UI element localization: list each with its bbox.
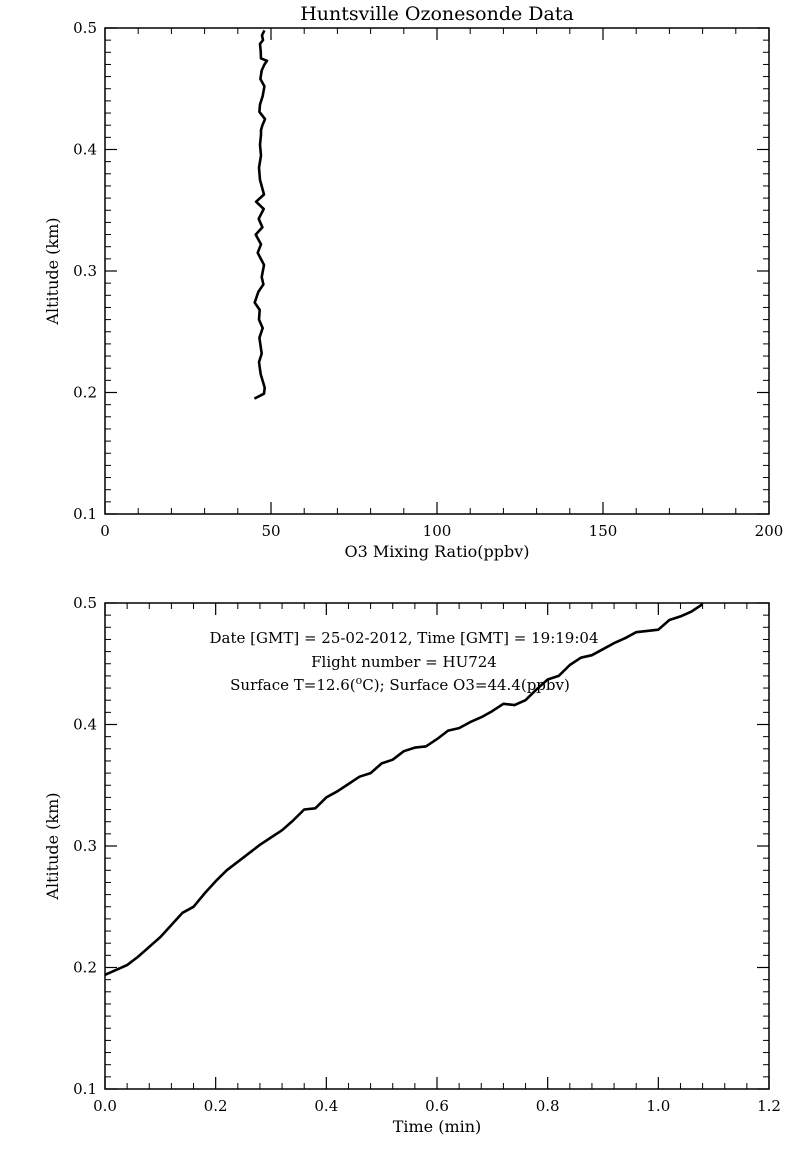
axis-ticks [104, 27, 770, 515]
y-tick-label: 0.3 [73, 837, 97, 855]
y-tick-label: 0.2 [73, 959, 97, 977]
ascent-time-line [104, 603, 704, 976]
y-tick-label: 0.1 [73, 1080, 97, 1098]
x-tick-label: 0.8 [536, 1097, 560, 1115]
x-axis-label: Time (min) [393, 1117, 482, 1136]
x-tick-labels: 0.0 0.2 0.4 0.6 0.8 1.0 1.2 [93, 1097, 781, 1115]
x-tick-label: 0.4 [314, 1097, 338, 1115]
y-tick-label: 0.5 [73, 19, 97, 37]
plot-frame [104, 27, 770, 515]
x-tick-label: 200 [755, 522, 784, 540]
y-tick-label: 0.3 [73, 262, 97, 280]
y-tick-label: 0.5 [73, 594, 97, 612]
x-tick-label: 100 [423, 522, 452, 540]
axis-ticks [104, 602, 770, 1090]
ozone-profile-chart: Huntsville Ozonesonde Data 0 50 100 150 200 … [43, 3, 783, 561]
x-tick-label: 0.6 [425, 1097, 449, 1115]
y-axis-label: Altitude (km) [43, 217, 62, 325]
x-tick-label: 150 [589, 522, 618, 540]
x-tick-label: 50 [261, 522, 280, 540]
x-tick-label: 1.0 [646, 1097, 670, 1115]
x-tick-label: 0.0 [93, 1097, 117, 1115]
y-tick-label: 0.4 [73, 141, 97, 159]
ozone-profile-line [253, 29, 269, 400]
y-tick-label: 0.4 [73, 716, 97, 734]
x-tick-labels: 0 50 100 150 200 [100, 522, 783, 540]
flight-date-annotation: Date [GMT] = 25-02-2012, Time [GMT] = 19… [209, 629, 598, 647]
y-axis-label: Altitude (km) [43, 792, 62, 900]
flight-number-annotation: Flight number = HU724 [311, 653, 497, 671]
chart-title: Huntsville Ozonesonde Data [300, 3, 574, 25]
y-tick-label: 0.2 [73, 384, 97, 402]
ascent-time-chart: 0.0 0.2 0.4 0.6 0.8 1.0 1.2 0.1 0.2 0.3 0.4 0.5 Ti… [43, 594, 781, 1136]
x-tick-label: 0 [100, 522, 110, 540]
x-tick-label: 1.2 [757, 1097, 781, 1115]
surface-conditions-annotation: Surface T=12.6(oC); Surface O3=44.4(ppbv… [230, 674, 570, 694]
x-tick-label: 0.2 [204, 1097, 228, 1115]
y-tick-label: 0.1 [73, 505, 97, 523]
x-axis-label: O3 Mixing Ratio(ppbv) [344, 542, 529, 561]
y-tick-labels: 0.1 0.2 0.3 0.4 0.5 [73, 19, 97, 523]
y-tick-labels: 0.1 0.2 0.3 0.4 0.5 [73, 594, 97, 1098]
